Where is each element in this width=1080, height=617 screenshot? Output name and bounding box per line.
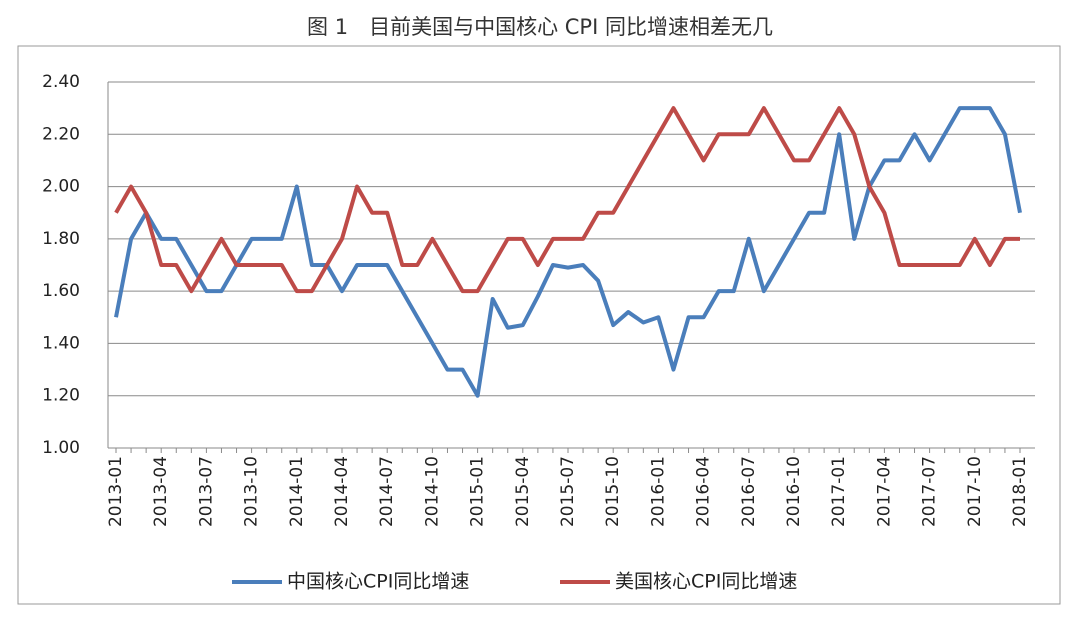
x-tick-label: 2013-01 [106, 456, 126, 527]
x-tick-label: 2017-10 [965, 456, 985, 527]
x-tick-label: 2014-07 [377, 456, 397, 527]
x-tick-label: 2013-04 [151, 456, 171, 527]
x-tick-label: 2016-10 [784, 456, 804, 527]
x-tick-label: 2015-10 [603, 456, 623, 527]
x-tick-label: 2014-01 [287, 456, 307, 527]
x-tick-label: 2016-04 [694, 456, 714, 527]
y-tick-label: 1.00 [42, 438, 80, 458]
y-tick-label: 1.80 [42, 229, 80, 249]
x-tick-label: 2014-10 [422, 456, 442, 527]
x-tick-label: 2013-10 [242, 456, 262, 527]
series-line [114, 106, 1020, 294]
x-tick-label: 2016-07 [739, 456, 759, 527]
x-tick-label: 2015-01 [468, 456, 488, 527]
x-tick-label: 2015-04 [513, 456, 533, 527]
x-tick-label: 2017-01 [829, 456, 849, 527]
y-tick-label: 2.20 [42, 124, 80, 144]
chart-title: 图 1 目前美国与中国核心 CPI 同比增速相差无几 [307, 15, 773, 39]
x-tick-label: 2016-01 [648, 456, 668, 527]
y-tick-label: 2.00 [42, 177, 80, 197]
x-tick-label: 2015-07 [558, 456, 578, 527]
y-tick-label: 1.20 [42, 386, 80, 406]
series-line [114, 106, 1022, 398]
y-tick-label: 1.60 [42, 281, 80, 301]
x-tick-label: 2017-07 [920, 456, 940, 527]
x-tick-label: 2017-04 [874, 456, 894, 527]
y-tick-label: 2.40 [42, 72, 80, 92]
x-tick-label: 2014-04 [332, 456, 352, 527]
x-tick-label: 2018-01 [1010, 456, 1030, 527]
legend-label: 中国核心CPI同比增速 [287, 571, 469, 593]
legend-label: 美国核心CPI同比增速 [615, 571, 797, 593]
x-tick-label: 2013-07 [196, 456, 216, 527]
y-tick-label: 1.40 [42, 333, 80, 353]
chart-border [17, 45, 1061, 605]
